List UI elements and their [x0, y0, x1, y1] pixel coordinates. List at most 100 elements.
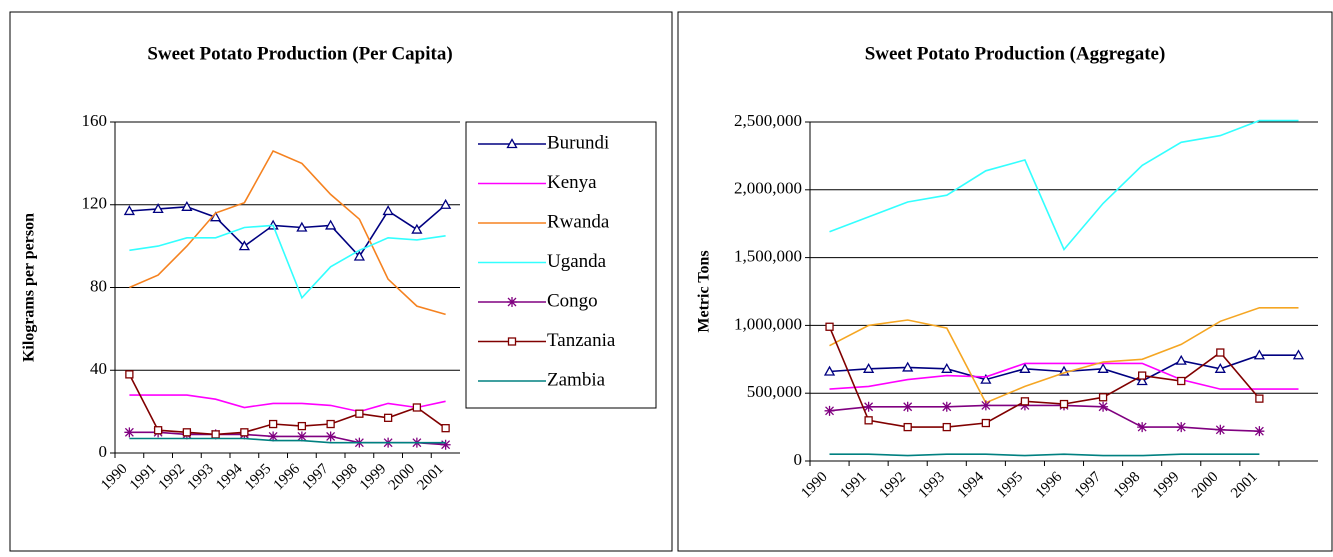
series-line — [129, 394, 446, 413]
marker — [152, 203, 164, 214]
marker — [902, 401, 913, 412]
marker — [353, 250, 365, 261]
marker — [1177, 376, 1186, 386]
y-tick-label: 40 — [90, 359, 107, 378]
series-line — [128, 374, 447, 436]
marker — [507, 297, 517, 307]
marker — [1137, 422, 1148, 433]
legend-label: Kenya — [547, 172, 597, 193]
chart-title: Sweet Potato Production (Aggregate) — [865, 43, 1166, 64]
y-tick-label: 1,000,000 — [734, 314, 802, 333]
marker — [325, 219, 337, 230]
marker — [941, 362, 953, 373]
y-tick-label: 120 — [82, 194, 108, 213]
marker — [825, 322, 834, 331]
marker — [441, 424, 450, 433]
marker — [1059, 399, 1069, 409]
marker — [863, 401, 874, 412]
marker — [942, 422, 951, 432]
y-tick-label: 80 — [90, 276, 107, 295]
series-line — [129, 149, 446, 316]
y-tick-label: 2,500,000 — [734, 111, 802, 130]
legend-label: Uganda — [547, 251, 607, 272]
legend — [465, 121, 657, 409]
marker — [506, 138, 518, 149]
marker — [181, 200, 193, 211]
marker — [823, 365, 836, 376]
marker — [864, 416, 873, 425]
marker — [1020, 397, 1030, 406]
y-tick-label: 160 — [82, 111, 108, 130]
marker — [297, 421, 307, 431]
y-axis-label: Kilograms per person — [21, 213, 38, 362]
marker — [902, 361, 914, 372]
marker — [863, 362, 875, 373]
marker — [1253, 349, 1265, 360]
marker — [326, 419, 335, 429]
marker — [153, 426, 163, 435]
y-tick-label: 0 — [99, 442, 108, 461]
y-tick-label: 500,000 — [747, 382, 802, 401]
marker — [1097, 362, 1109, 373]
y-axis-label: Metric Tons — [696, 250, 713, 332]
legend-label: Tanzania — [547, 330, 616, 351]
marker — [383, 413, 393, 422]
series-line — [129, 437, 446, 444]
marker — [1216, 348, 1225, 357]
marker — [1215, 424, 1226, 435]
series-line — [829, 404, 1260, 432]
y-tick-label: 1,500,000 — [734, 247, 802, 266]
marker — [1175, 354, 1187, 365]
marker — [1098, 393, 1108, 402]
marker — [980, 400, 991, 411]
marker — [238, 240, 250, 251]
marker — [1019, 362, 1031, 373]
marker — [355, 409, 364, 418]
marker — [268, 431, 279, 442]
series-line — [829, 119, 1299, 251]
y-tick-label: 0 — [794, 450, 803, 469]
marker — [125, 370, 134, 379]
marker — [412, 403, 422, 412]
marker — [440, 198, 452, 209]
legend-label: Rwanda — [547, 211, 610, 232]
marker — [1292, 349, 1305, 360]
legend-label: Zambia — [547, 369, 606, 390]
legend-label: Burundi — [547, 132, 609, 153]
chart-title: Sweet Potato Production (Per Capita) — [147, 43, 452, 64]
marker — [1214, 362, 1226, 373]
marker — [411, 223, 423, 234]
chart-frame — [677, 11, 1333, 552]
marker — [268, 419, 278, 429]
marker — [325, 431, 336, 442]
marker — [824, 405, 835, 416]
marker — [124, 427, 135, 438]
marker — [382, 205, 394, 216]
marker — [1138, 371, 1147, 380]
marker — [240, 428, 249, 437]
marker — [981, 418, 990, 428]
series-line — [829, 362, 1299, 390]
marker — [123, 205, 135, 216]
marker — [440, 439, 451, 450]
marker — [1098, 401, 1109, 412]
marker — [903, 422, 912, 432]
marker — [1176, 422, 1187, 433]
marker — [1255, 394, 1264, 403]
marker — [296, 431, 307, 442]
series-line — [829, 453, 1260, 457]
legend-label: Congo — [547, 290, 598, 311]
marker — [1136, 375, 1148, 386]
marker — [941, 401, 952, 412]
marker — [1254, 426, 1265, 437]
marker — [182, 428, 192, 437]
series-line — [829, 307, 1299, 404]
marker — [211, 430, 220, 439]
marker — [507, 337, 517, 346]
series-line — [828, 326, 1261, 428]
marker — [296, 221, 308, 232]
marker — [980, 373, 992, 384]
series-line — [129, 224, 446, 300]
y-tick-label: 2,000,000 — [734, 179, 802, 198]
